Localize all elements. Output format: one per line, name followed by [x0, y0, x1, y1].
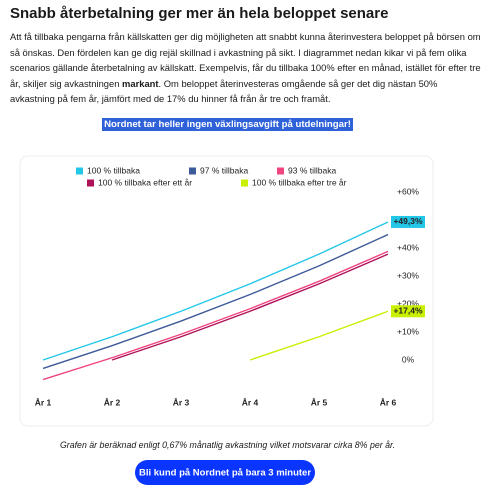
x-tick-label: År 5 [311, 397, 328, 407]
legend-swatch [87, 179, 94, 187]
value-label-bg [391, 305, 425, 318]
y-tick-label: +20% [397, 298, 419, 308]
x-tick-label: År 2 [104, 397, 121, 407]
intro-text: Att få tillbaka pengarna från källskatte… [10, 31, 481, 89]
legend-swatch [277, 167, 284, 175]
legend-swatch [189, 167, 196, 175]
signup-button[interactable] [135, 460, 315, 485]
y-tick-label: +60% [397, 186, 419, 196]
x-tick-label: År 1 [35, 397, 52, 407]
intro-emphasis: markant [122, 77, 159, 89]
series-line [42, 233, 389, 370]
value-label: +49,3% [393, 216, 423, 226]
chart-card [19, 155, 434, 427]
legend-label: 97 % tillbaka [200, 165, 248, 175]
legend-label: 100 % tillbaka efter ett år [98, 177, 192, 187]
series-line [111, 253, 389, 361]
highlight-text: Nordnet tar heller ingen växlingsavgift … [102, 118, 353, 131]
legend-swatch [76, 167, 83, 175]
highlight: Nordnet tar heller ingen växlingsavgift … [0, 118, 455, 131]
y-tick-label: +10% [397, 326, 419, 336]
value-label-bg [391, 215, 425, 228]
legend-swatch [241, 179, 248, 187]
footnote: Grafen är beräknad enligt 0,67% månatlig… [59, 440, 396, 450]
legend-label: 93 % tillbaka [288, 165, 336, 175]
y-tick-label: +40% [397, 242, 419, 252]
value-label: +17,4% [393, 306, 423, 316]
series-line [42, 250, 389, 381]
title: Snabb återbetalning ger mer än hela belo… [10, 5, 389, 22]
x-tick-label: År 3 [173, 397, 190, 407]
y-tick-label: 0% [402, 354, 415, 364]
series-line [42, 221, 389, 361]
series-line [249, 310, 389, 361]
intro-text: . Om beloppet återinvesteras omgående så… [10, 77, 438, 105]
x-tick-label: År 6 [380, 397, 397, 407]
legend-label: 100 % tillbaka [87, 165, 140, 175]
intro: Att få tillbaka pengarna från källskatte… [10, 29, 482, 107]
button-label[interactable]: Bli kund på Nordnet på bara 3 minuter [139, 468, 311, 479]
legend-label: 100 % tillbaka efter tre år [252, 177, 347, 187]
x-tick-label: År 4 [242, 397, 259, 407]
y-tick-label: +30% [397, 270, 419, 280]
